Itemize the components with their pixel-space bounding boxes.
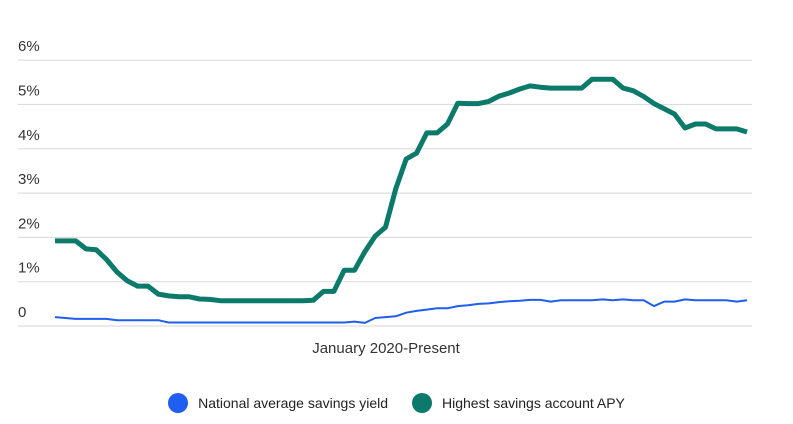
y-tick-label: 4%	[18, 127, 40, 144]
y-tick-label: 1%	[18, 260, 40, 277]
y-tick-label: 2%	[18, 215, 40, 232]
y-tick-label: 5%	[18, 83, 40, 100]
legend-item-national-average[interactable]: National average savings yield	[168, 393, 388, 413]
legend-item-highest-apy[interactable]: Highest savings account APY	[412, 393, 625, 413]
legend-label: Highest savings account APY	[442, 395, 625, 411]
y-tick-label: 6%	[18, 38, 40, 55]
series-line-1	[55, 76, 748, 304]
legend-label: National average savings yield	[198, 395, 388, 411]
legend-dot-icon	[168, 393, 189, 413]
y-tick-label: 3%	[18, 171, 40, 188]
legend-dot-icon	[412, 393, 432, 413]
y-tick-label: 0	[18, 304, 26, 321]
x-axis-label: January 2020-Present	[312, 340, 460, 357]
series-line-0	[54, 298, 748, 324]
legend: National average savings yield Highest s…	[0, 393, 793, 413]
